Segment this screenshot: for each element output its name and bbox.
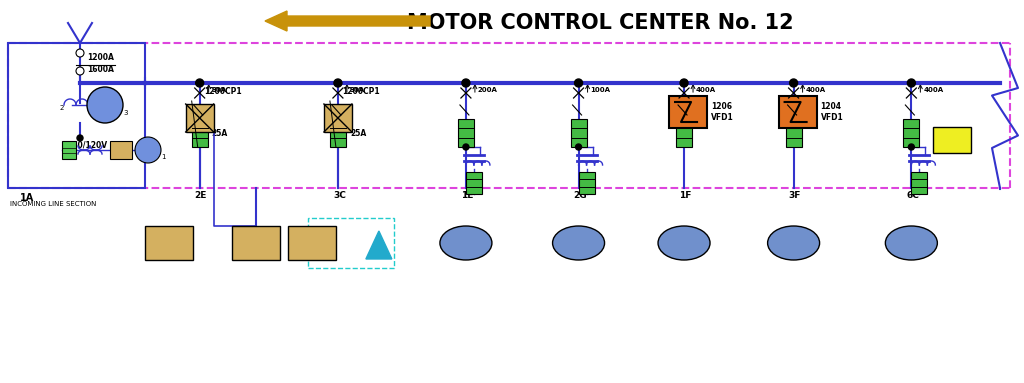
Bar [110,141,132,159]
Bar [579,172,595,194]
Text: 200A: 200A [478,87,498,93]
Text: 200: 200 [782,238,805,248]
Circle shape [77,135,83,141]
Bar [232,226,280,260]
Bar [308,218,394,268]
Bar [145,226,193,260]
Text: 1F: 1F [679,191,691,200]
Text: 1200A: 1200A [87,54,114,62]
Circle shape [462,79,470,87]
Polygon shape [366,231,392,259]
Text: 2G: 2G [573,191,587,200]
Text: GROUND
HEAT: GROUND HEAT [937,134,968,146]
Text: 3F: 3F [788,191,801,200]
Bar [903,119,920,147]
Bar [466,172,482,194]
Text: X: X [144,145,152,155]
Bar [185,104,214,132]
FancyArrow shape [265,11,430,31]
Text: 2: 2 [60,105,65,111]
Circle shape [135,137,161,163]
Text: 1206
VFD1: 1206 VFD1 [711,102,734,122]
Text: 1200CP1: 1200CP1 [204,87,242,96]
Bar [785,119,802,147]
Bar [458,119,474,147]
Text: 700: 700 [900,238,923,248]
Circle shape [76,67,84,75]
Ellipse shape [886,226,937,260]
Circle shape [575,144,582,150]
Bar [191,119,208,147]
Circle shape [87,87,123,123]
Text: 3: 3 [123,110,128,116]
Bar [570,119,587,147]
Text: 75: 75 [459,238,473,248]
Text: 1600A: 1600A [87,65,114,75]
Bar [933,127,972,153]
Text: 400A: 400A [806,87,825,93]
Text: VS: VS [116,146,127,154]
Bar [330,119,346,147]
Text: 200: 200 [673,238,695,248]
Text: 1: 1 [161,154,166,160]
Text: 1204
VFD1: 1204 VFD1 [820,102,844,122]
Bar [669,96,707,128]
Circle shape [680,79,688,87]
Bar [62,141,76,159]
Circle shape [196,79,204,87]
Text: 6C: 6C [906,191,920,200]
Bar [676,119,692,147]
Text: 7.5
KW: 7.5 KW [161,233,177,253]
Text: I: I [377,243,381,253]
Text: 7.5
KW: 7.5 KW [248,233,264,253]
Text: 3C: 3C [333,191,346,200]
Text: 3.5
KW: 3.5 KW [304,233,321,253]
Bar [8,43,145,188]
Text: 1A: 1A [20,193,34,203]
Text: 50: 50 [571,238,586,248]
Text: 400A: 400A [696,87,716,93]
Text: A: A [100,98,110,111]
Text: 25A: 25A [212,129,228,137]
Ellipse shape [553,226,604,260]
Text: 400A: 400A [924,87,943,93]
Text: 460/120V: 460/120V [68,141,109,150]
Bar [778,96,816,128]
Bar [324,104,352,132]
Text: 1E: 1E [461,191,473,200]
Text: 25A: 25A [350,129,367,137]
Circle shape [334,79,342,87]
Text: 1200CP1: 1200CP1 [342,87,380,96]
Circle shape [908,144,914,150]
Text: 100A: 100A [591,87,610,93]
Ellipse shape [658,226,710,260]
Bar [911,172,928,194]
Circle shape [907,79,915,87]
Text: MOTOR CONTROL CENTER No. 12: MOTOR CONTROL CENTER No. 12 [407,13,794,33]
Bar [289,226,336,260]
Circle shape [574,79,583,87]
Ellipse shape [768,226,819,260]
Text: INCOMING LINE SECTION: INCOMING LINE SECTION [10,201,96,207]
Text: 2E: 2E [195,191,207,200]
Text: 30A: 30A [350,87,365,93]
Circle shape [790,79,798,87]
Circle shape [463,144,469,150]
Ellipse shape [440,226,492,260]
Circle shape [76,49,84,57]
Text: 30A: 30A [212,87,226,93]
